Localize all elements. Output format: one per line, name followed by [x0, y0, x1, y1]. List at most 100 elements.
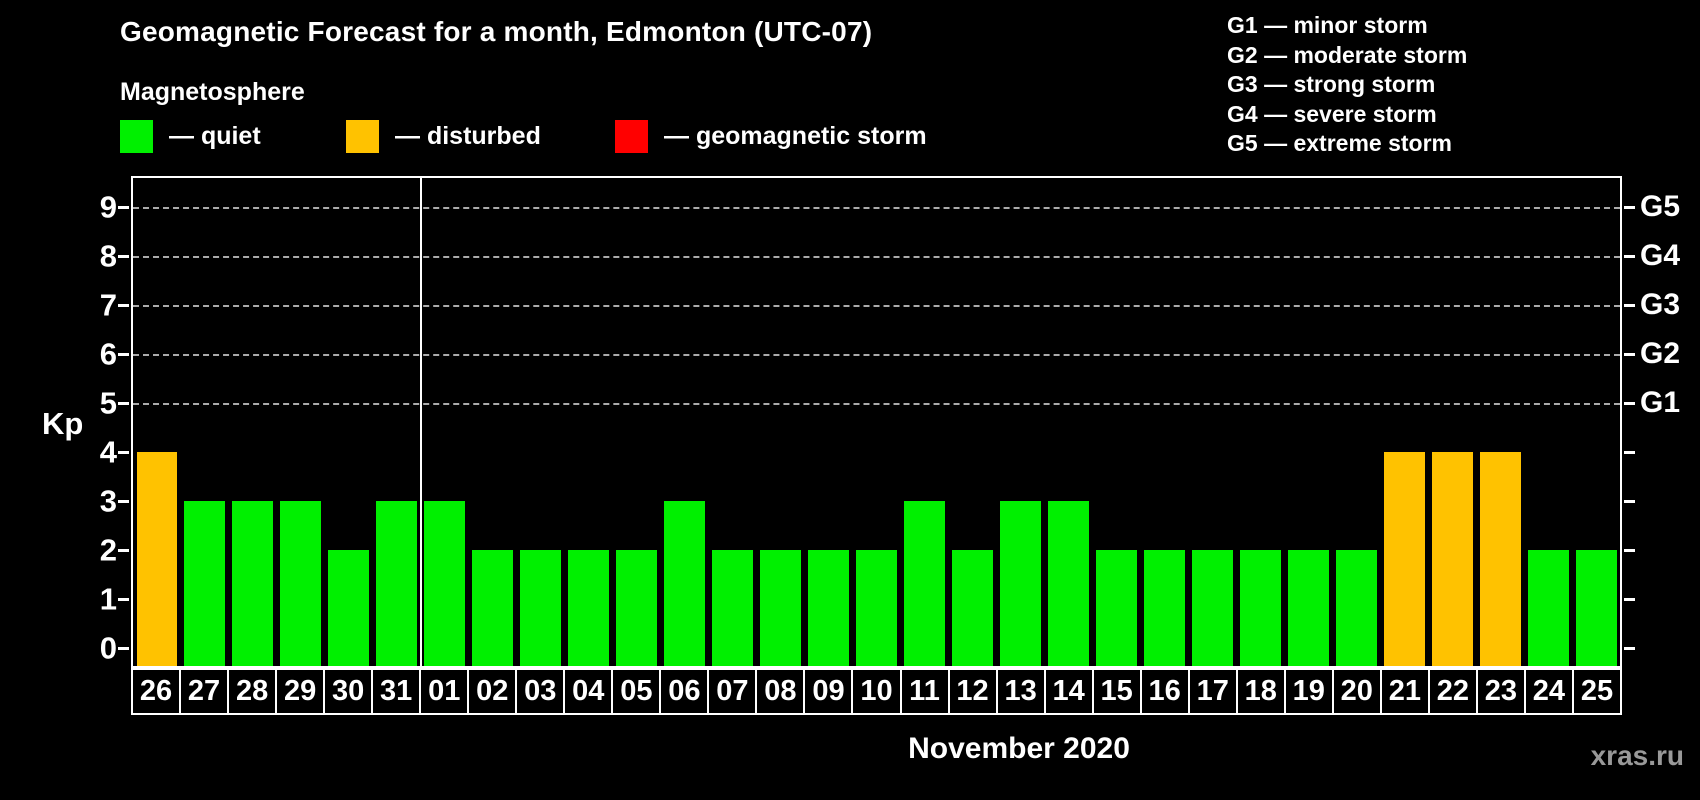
kp-bar-day-27 [184, 501, 226, 666]
day-label-06: 06 [661, 670, 708, 713]
left-tick-kp5 [118, 402, 129, 405]
bar-cell-28 [229, 178, 277, 666]
bar-cell-12 [948, 178, 996, 666]
y-tick-label-2: 2 [99, 532, 117, 568]
watermark: xras.ru [1590, 740, 1684, 771]
bar-cell-10 [853, 178, 901, 666]
bar-cell-24 [1524, 178, 1572, 666]
kp-bar-day-06 [664, 501, 706, 666]
bar-cell-06 [661, 178, 709, 666]
kp-bar-day-30 [328, 550, 370, 666]
day-label-15: 15 [1093, 670, 1140, 713]
day-label-13: 13 [997, 670, 1044, 713]
left-tick-kp2 [118, 549, 129, 552]
bar-cell-09 [805, 178, 853, 666]
g-level-label-g2: G2 [1640, 337, 1681, 370]
kp-bar-day-01 [424, 501, 466, 666]
storm-scale-line-g1: G1 — minor storm [1227, 12, 1428, 38]
y-axis-title: Kp [42, 406, 84, 441]
storm-scale-line-g4: G4 — severe storm [1227, 100, 1437, 127]
day-label-26: 26 [133, 670, 180, 713]
day-label-01: 01 [421, 670, 468, 713]
storm-scale-line-g5: G5 — extreme storm [1227, 130, 1452, 156]
kp-bar-day-16 [1143, 550, 1185, 666]
bar-cell-27 [181, 178, 229, 666]
g-level-label-g3: G3 [1640, 288, 1681, 321]
bar-cell-04 [565, 178, 613, 666]
day-label-17: 17 [1189, 670, 1236, 713]
legend-item-disturbed: — disturbed [346, 120, 541, 153]
kp-bar-day-02 [472, 550, 514, 666]
bar-cell-16 [1140, 178, 1188, 666]
day-label-12: 12 [949, 670, 996, 713]
bar-cell-05 [613, 178, 661, 666]
left-tick-kp0 [118, 647, 129, 650]
kp-bar-day-26 [136, 452, 178, 666]
bar-cell-18 [1236, 178, 1284, 666]
day-label-row: 26 27 28 29 30 31 01 02 03 04 05 06 07 08 09 10 11 12 13 14… [131, 668, 1622, 715]
right-tick-kp3 [1624, 500, 1635, 503]
bar-cell-13 [996, 178, 1044, 666]
kp-bar-day-14 [1047, 501, 1089, 666]
left-tick-kp4 [118, 451, 129, 454]
kp-bar-day-07 [712, 550, 754, 666]
gridline-kp6 [133, 354, 1620, 356]
day-label-22: 22 [1429, 670, 1476, 713]
legend-swatch-storm [615, 120, 648, 153]
day-label-16: 16 [1141, 670, 1188, 713]
day-label-20: 20 [1333, 670, 1380, 713]
bar-cell-19 [1284, 178, 1332, 666]
right-tick-kp0 [1624, 647, 1635, 650]
day-label-03: 03 [517, 670, 564, 713]
kp-bar-day-15 [1095, 550, 1137, 666]
right-tick-kp1 [1624, 598, 1635, 601]
day-label-31: 31 [373, 670, 420, 713]
bar-cell-14 [1044, 178, 1092, 666]
y-tick-label-8: 8 [99, 238, 117, 274]
kp-bar-day-10 [856, 550, 897, 666]
y-tick-label-6: 6 [99, 336, 117, 372]
left-tick-kp9 [118, 206, 129, 209]
bar-cell-21 [1380, 178, 1428, 666]
storm-scale-legend: G1 — minor storm G2 — moderate storm G3 — … [1227, 11, 1467, 159]
legend-item-storm: — geomagnetic storm [615, 120, 927, 153]
legend-swatch-quiet [120, 120, 153, 153]
gridline-kp7 [133, 305, 1620, 307]
day-label-24: 24 [1525, 670, 1572, 713]
kp-bar-day-24 [1527, 550, 1569, 666]
bar-cell-20 [1332, 178, 1380, 666]
day-label-23: 23 [1477, 670, 1524, 713]
bar-cell-11 [901, 178, 949, 666]
day-label-27: 27 [181, 670, 228, 713]
storm-scale-line-g2: G2 — moderate storm [1227, 41, 1468, 68]
legend-label-quiet: — quiet [169, 122, 261, 150]
right-tick-kp9 [1624, 206, 1635, 209]
kp-bar-day-13 [999, 501, 1041, 666]
bar-cell-15 [1092, 178, 1140, 666]
legend-item-quiet: — quiet [120, 120, 261, 153]
gridline-kp9 [133, 207, 1620, 209]
page-title: Geomagnetic Forecast for a month, Edmont… [120, 16, 873, 47]
month-separator-line [419, 178, 422, 666]
bar-cell-25 [1572, 178, 1620, 666]
bar-cell-01 [421, 178, 469, 666]
bar-cell-08 [757, 178, 805, 666]
gridline-kp5 [133, 403, 1620, 405]
kp-bar-day-11 [904, 501, 945, 666]
bar-cell-29 [277, 178, 325, 666]
kp-bar-day-03 [520, 550, 562, 666]
status-legend: — quiet — disturbed — geomagnetic storm [120, 120, 1020, 156]
legend-label-storm: — geomagnetic storm [664, 122, 927, 150]
bar-cell-07 [709, 178, 757, 666]
left-tick-kp7 [118, 304, 129, 307]
kp-bar-day-05 [616, 550, 658, 666]
y-tick-label-1: 1 [99, 581, 117, 617]
magnetosphere-subtitle: Magnetosphere [120, 78, 305, 106]
day-label-30: 30 [325, 670, 372, 713]
bar-cell-26 [133, 178, 181, 666]
day-label-14: 14 [1045, 670, 1092, 713]
day-label-28: 28 [229, 670, 276, 713]
day-label-07: 07 [709, 670, 756, 713]
y-tick-label-3: 3 [99, 483, 117, 519]
kp-bar-day-21 [1383, 452, 1425, 666]
